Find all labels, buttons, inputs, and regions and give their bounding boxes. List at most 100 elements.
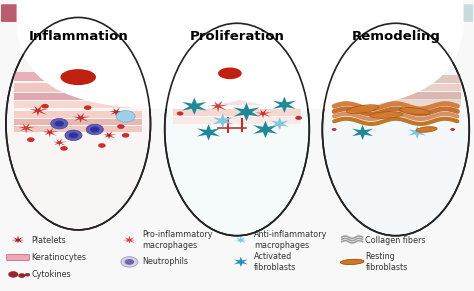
Ellipse shape bbox=[61, 69, 96, 85]
FancyBboxPatch shape bbox=[178, 0, 464, 109]
Text: Weeks: Weeks bbox=[376, 8, 415, 18]
Polygon shape bbox=[271, 117, 289, 130]
FancyBboxPatch shape bbox=[173, 97, 301, 105]
Ellipse shape bbox=[340, 259, 364, 265]
FancyBboxPatch shape bbox=[14, 72, 142, 81]
FancyBboxPatch shape bbox=[173, 0, 459, 109]
Polygon shape bbox=[29, 105, 48, 116]
Circle shape bbox=[55, 121, 64, 127]
Text: Neutrophils: Neutrophils bbox=[143, 258, 189, 266]
FancyBboxPatch shape bbox=[14, 93, 142, 100]
Ellipse shape bbox=[400, 108, 430, 115]
Circle shape bbox=[98, 143, 106, 148]
Text: Proliferation: Proliferation bbox=[190, 30, 284, 43]
Ellipse shape bbox=[6, 17, 151, 230]
Circle shape bbox=[51, 118, 68, 129]
Circle shape bbox=[86, 124, 103, 135]
Text: Remodeling: Remodeling bbox=[351, 30, 440, 43]
Circle shape bbox=[117, 124, 125, 129]
FancyBboxPatch shape bbox=[173, 109, 301, 116]
Ellipse shape bbox=[218, 68, 242, 79]
Polygon shape bbox=[197, 124, 220, 141]
Polygon shape bbox=[256, 109, 272, 118]
Polygon shape bbox=[103, 131, 117, 140]
FancyBboxPatch shape bbox=[14, 119, 142, 125]
Polygon shape bbox=[234, 257, 248, 267]
Circle shape bbox=[84, 105, 91, 110]
Circle shape bbox=[18, 274, 25, 278]
Polygon shape bbox=[233, 103, 260, 121]
FancyBboxPatch shape bbox=[14, 111, 142, 118]
FancyBboxPatch shape bbox=[314, 4, 473, 22]
Circle shape bbox=[9, 272, 18, 277]
Text: Days: Days bbox=[223, 8, 251, 18]
FancyBboxPatch shape bbox=[21, 0, 307, 109]
Circle shape bbox=[295, 116, 302, 120]
FancyBboxPatch shape bbox=[330, 75, 461, 83]
Polygon shape bbox=[210, 101, 228, 112]
Ellipse shape bbox=[370, 112, 403, 118]
Text: Activated
fibroblasts: Activated fibroblasts bbox=[254, 252, 296, 272]
FancyBboxPatch shape bbox=[173, 117, 301, 124]
FancyBboxPatch shape bbox=[173, 90, 301, 97]
Circle shape bbox=[60, 146, 68, 151]
Circle shape bbox=[122, 133, 129, 138]
Circle shape bbox=[41, 104, 49, 109]
Polygon shape bbox=[109, 107, 125, 117]
Polygon shape bbox=[43, 128, 58, 137]
Circle shape bbox=[332, 128, 337, 131]
Polygon shape bbox=[73, 113, 90, 123]
Ellipse shape bbox=[214, 65, 250, 82]
FancyBboxPatch shape bbox=[160, 4, 314, 22]
Polygon shape bbox=[234, 235, 247, 243]
Circle shape bbox=[69, 132, 78, 138]
Text: Resting
fibroblasts: Resting fibroblasts bbox=[365, 252, 408, 272]
Polygon shape bbox=[18, 123, 36, 133]
FancyBboxPatch shape bbox=[1, 4, 160, 22]
Polygon shape bbox=[273, 97, 296, 113]
Polygon shape bbox=[53, 139, 67, 147]
Ellipse shape bbox=[55, 66, 107, 88]
FancyBboxPatch shape bbox=[173, 82, 301, 90]
Circle shape bbox=[90, 127, 100, 132]
FancyBboxPatch shape bbox=[330, 99, 461, 106]
Text: Platelets: Platelets bbox=[31, 236, 66, 244]
Text: Inflammation: Inflammation bbox=[28, 30, 128, 43]
Ellipse shape bbox=[50, 66, 111, 91]
Circle shape bbox=[65, 130, 82, 141]
Polygon shape bbox=[408, 126, 426, 139]
Text: Collagen fibers: Collagen fibers bbox=[365, 236, 426, 244]
Text: Cytokines: Cytokines bbox=[31, 271, 71, 279]
FancyBboxPatch shape bbox=[19, 0, 305, 109]
Circle shape bbox=[125, 259, 134, 265]
Text: Anti-inflammatory
macrophages: Anti-inflammatory macrophages bbox=[254, 230, 328, 250]
Polygon shape bbox=[123, 235, 136, 243]
FancyBboxPatch shape bbox=[330, 84, 461, 91]
Polygon shape bbox=[253, 121, 278, 138]
Ellipse shape bbox=[346, 105, 379, 113]
Polygon shape bbox=[212, 113, 233, 128]
Circle shape bbox=[116, 111, 135, 122]
FancyBboxPatch shape bbox=[14, 126, 142, 132]
Text: Pro-inflammatory
macrophages: Pro-inflammatory macrophages bbox=[143, 230, 213, 250]
Polygon shape bbox=[352, 125, 374, 140]
Text: Hours: Hours bbox=[61, 8, 96, 18]
FancyBboxPatch shape bbox=[175, 0, 461, 109]
Circle shape bbox=[450, 128, 455, 131]
Circle shape bbox=[121, 257, 138, 267]
Text: Keratinocytes: Keratinocytes bbox=[31, 253, 86, 262]
Ellipse shape bbox=[165, 23, 309, 236]
Polygon shape bbox=[11, 235, 24, 243]
FancyBboxPatch shape bbox=[14, 83, 142, 92]
Ellipse shape bbox=[416, 127, 437, 132]
Ellipse shape bbox=[383, 69, 413, 83]
FancyBboxPatch shape bbox=[14, 101, 142, 108]
FancyBboxPatch shape bbox=[173, 73, 301, 81]
Ellipse shape bbox=[322, 23, 469, 236]
Circle shape bbox=[25, 273, 30, 276]
Polygon shape bbox=[182, 97, 207, 115]
Circle shape bbox=[177, 111, 183, 116]
FancyBboxPatch shape bbox=[7, 255, 29, 260]
Circle shape bbox=[27, 137, 35, 142]
FancyBboxPatch shape bbox=[330, 92, 461, 99]
